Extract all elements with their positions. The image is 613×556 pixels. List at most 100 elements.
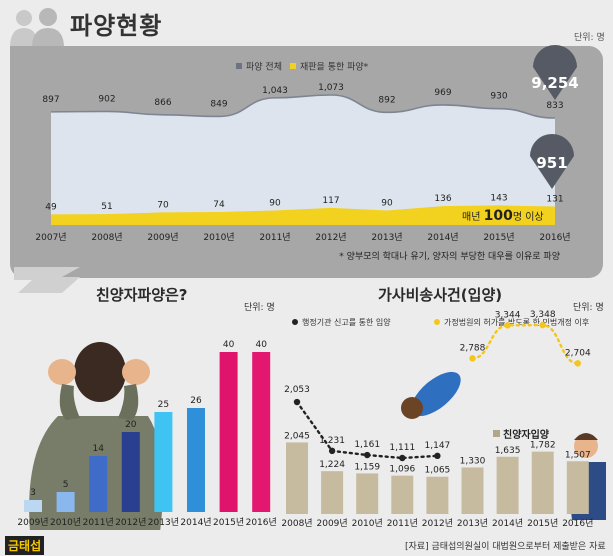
court-permit-line: [471, 323, 579, 365]
x-tick-label: 2009년: [317, 518, 348, 529]
admin-point: [328, 447, 336, 455]
bar-value-label: 1,065: [425, 466, 451, 476]
admin-point: [399, 454, 406, 462]
court-permit-point: [539, 321, 546, 329]
full-adoption-bar: [531, 451, 554, 514]
callout-total-value: 9,254: [531, 74, 578, 92]
legend-swatch-court: [434, 319, 440, 325]
total-value-label: 849: [210, 99, 227, 109]
full-adoption-bar: [391, 475, 414, 514]
full-adoption-dissolution-chart: 3 2009년 5 2010년 14 2011년 20 2012년 25 2013년 26 2014년…: [17, 340, 277, 530]
court-value-label: 131: [546, 195, 563, 205]
admin-point: [364, 451, 371, 459]
x-tick-label: 2011년: [83, 517, 114, 528]
court-value-label: 143: [490, 193, 507, 203]
court-area: [51, 205, 555, 225]
bar-value-label: 1,782: [530, 441, 556, 451]
court-permit-point: [504, 322, 511, 329]
legend-swatch-total: [236, 63, 242, 69]
unit-label-left: 단위: 명: [244, 303, 275, 313]
x-tick-label: 2013년: [457, 518, 488, 529]
x-tick-label: 2007년: [35, 232, 66, 243]
legend-swatch-court: [290, 63, 296, 69]
legend-label-total: 파양 전체: [246, 62, 282, 73]
total-value-label: 866: [154, 98, 171, 108]
x-tick-label: 2015년: [527, 518, 558, 529]
x-tick-label: 2011년: [259, 232, 290, 243]
x-tick-label: 2012년: [422, 518, 453, 529]
court-value-label: 90: [381, 198, 393, 208]
source-note: [자료] 금태섭의원실이 대법원으로부터 제출받은 자료: [405, 542, 606, 552]
bar-value-label: 1,635: [495, 446, 521, 456]
total-value-label: 897: [42, 95, 59, 105]
court-permit-point: [574, 360, 581, 367]
total-value-label: 930: [490, 92, 507, 102]
full-adoption-bar: [426, 476, 449, 514]
people-icon: [10, 8, 64, 48]
bar-value-label: 40: [255, 340, 267, 350]
legend-swatch-full-adoption: [493, 430, 500, 437]
full-adoption-bar: [56, 492, 75, 512]
arrow-icon: [14, 267, 80, 293]
x-tick-label: 2011년: [387, 518, 418, 529]
x-tick-label: 2013년: [371, 232, 402, 243]
court-value-label: 70: [157, 200, 169, 210]
admin-point: [293, 398, 301, 406]
x-tick-label: 2014년: [492, 518, 523, 529]
annotation-suffix: 명 이상: [513, 211, 544, 223]
court-value-label: 51: [101, 202, 112, 212]
total-area: [51, 95, 555, 225]
court-permit-value-label: 2,788: [460, 343, 486, 353]
bar-value-label: 1,159: [354, 462, 380, 472]
full-adoption-bar: [252, 352, 271, 512]
court-value-label: 74: [213, 200, 225, 210]
full-adoption-bar: [461, 467, 484, 514]
x-tick-label: 2016년: [562, 518, 593, 529]
right-legend: 행정기관 신고를 통한 입양 가정법원의 허가를 받도록 한 민법개정 이후 친…: [292, 317, 589, 441]
court-permit-value-label: 3,348: [530, 310, 556, 320]
total-value-label: 1,043: [262, 86, 288, 96]
brand-logo: 금태섭: [5, 536, 45, 555]
x-tick-label: 2014년: [180, 517, 211, 528]
bar-value-label: 1,507: [565, 450, 591, 460]
x-tick-label: 2012년: [315, 232, 346, 243]
full-adoption-bar: [89, 456, 108, 512]
legend-label-admin: 행정기관 신고를 통한 입양: [302, 317, 391, 327]
full-adoption-bar: [187, 408, 205, 512]
court-permit-value-label: 3,344: [495, 310, 521, 320]
bar-value-label: 14: [92, 444, 104, 454]
x-tick-label: 2013년: [148, 517, 179, 528]
admin-value-label: 1,161: [354, 440, 380, 450]
total-value-label: 892: [378, 95, 395, 105]
bar-value-label: 25: [158, 400, 169, 410]
full-adoption-bar: [566, 461, 589, 514]
x-tick-label: 2016년: [246, 517, 277, 528]
bar-value-label: 1,330: [460, 456, 486, 466]
section-title-left: 친양자파양은?: [96, 286, 188, 304]
admin-value-label: 1,147: [425, 441, 451, 451]
admin-point: [434, 452, 441, 460]
court-value-label: 90: [269, 198, 281, 208]
court-value-label: 49: [45, 202, 57, 212]
court-value-label: 136: [434, 194, 451, 204]
x-tick-label: 2012년: [115, 517, 146, 528]
full-adoption-bar: [321, 471, 344, 514]
bar-value-label: 1,224: [319, 460, 345, 470]
bar-value-label: 5: [63, 480, 69, 490]
x-tick-label: 2014년: [427, 232, 458, 243]
total-value-label: 1,073: [318, 83, 344, 93]
total-value-label: 902: [98, 94, 115, 104]
callout-court: 951: [530, 134, 574, 189]
x-tick-label: 2015년: [483, 232, 514, 243]
domestic-adoption-case-chart: 행정기관 신고를 통한 입양 가정법원의 허가를 받도록 한 민법개정 이후 친…: [281, 310, 606, 529]
x-tick-label: 2010년: [203, 232, 234, 243]
full-adoption-bar: [219, 352, 238, 512]
bar-value-label: 1,096: [389, 465, 415, 475]
x-tick-label: 2008년: [281, 518, 312, 529]
top-legend: 파양 전체 재판을 통한 파양*: [236, 62, 369, 73]
full-adoption-bar: [24, 500, 42, 512]
full-adoption-bar: [496, 456, 519, 514]
court-permit-value-label: 2,704: [565, 348, 591, 358]
x-tick-label: 2010년: [50, 517, 81, 528]
x-tick-label: 2010년: [352, 518, 383, 529]
